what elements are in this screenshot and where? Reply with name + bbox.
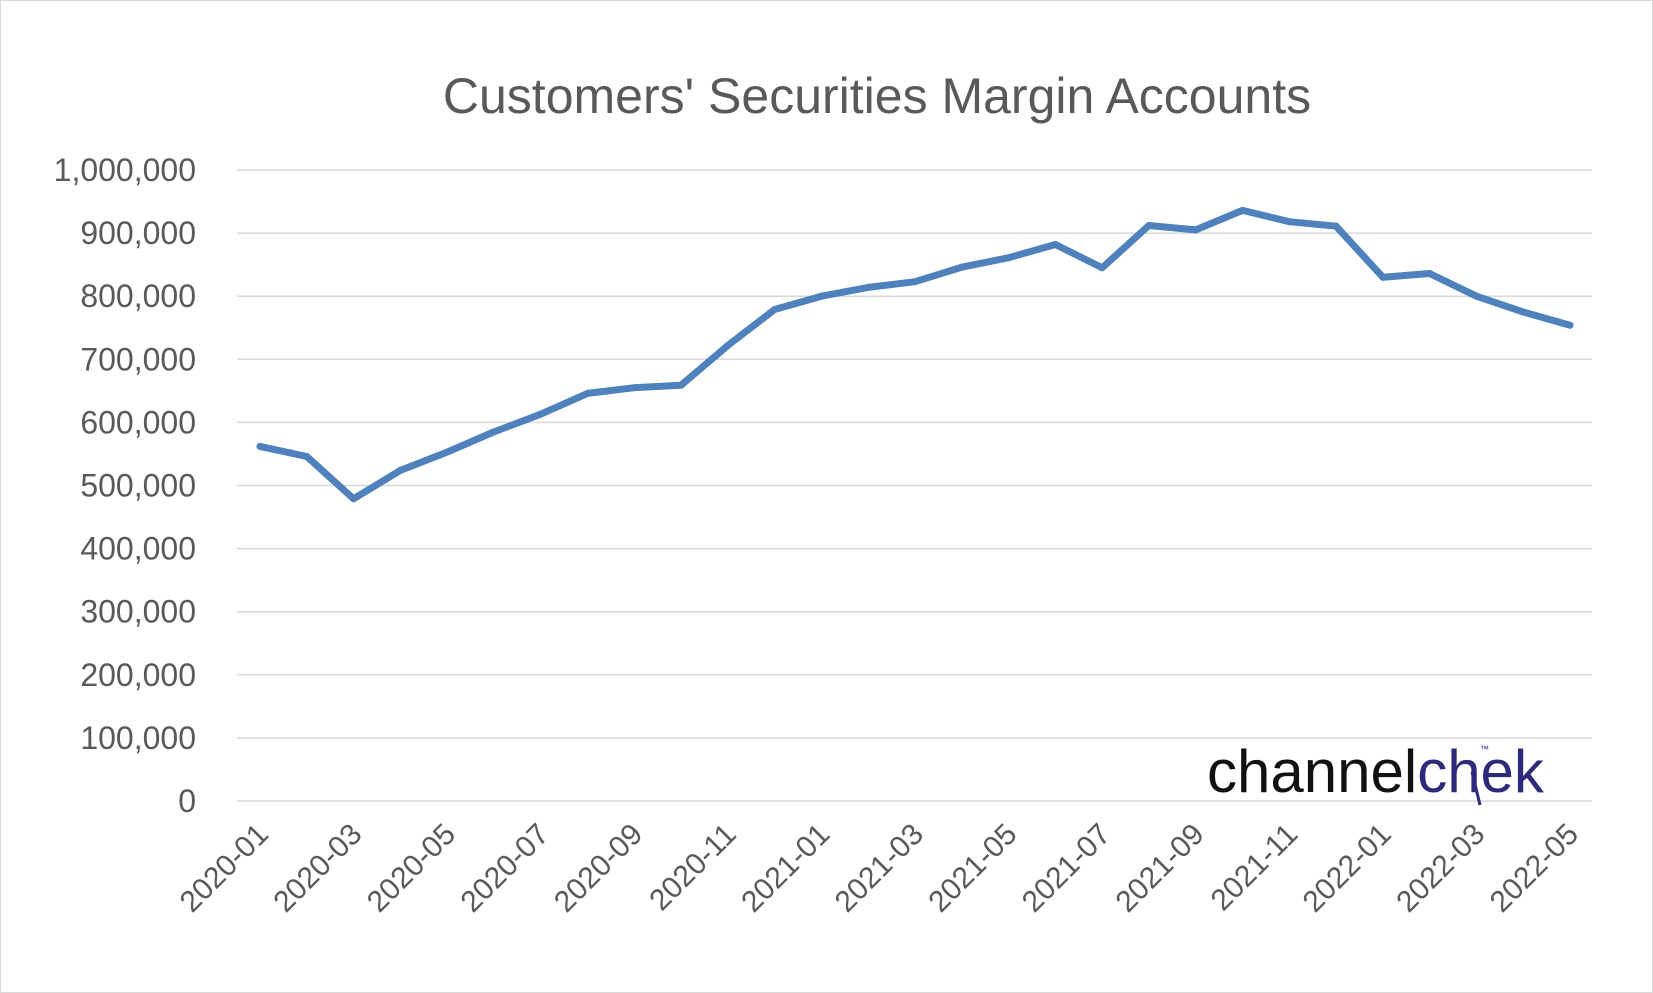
data-point [1145,222,1153,230]
y-tick-label: 700,000 [80,341,196,377]
x-tick-label: 2022-01 [1297,818,1398,919]
x-tick-label: 2021-11 [1205,818,1305,918]
x-tick-label: 2021-07 [1016,818,1117,919]
data-point [1098,264,1106,272]
chart-title: Customers' Securities Margin Accounts [443,68,1311,124]
y-tick-label: 200,000 [80,657,196,693]
y-tick-label: 0 [178,783,196,819]
y-tick-label: 600,000 [80,404,196,440]
x-tick-label: 2020-09 [548,818,649,919]
x-tick-label: 2021-05 [922,818,1023,919]
y-tick-label: 300,000 [80,594,196,630]
data-point [1192,226,1200,234]
data-point [630,384,638,392]
y-tick-label: 400,000 [80,531,196,567]
gridlines [237,169,1592,802]
x-tick-label: 2020-11 [643,818,743,918]
data-point [1379,273,1387,281]
data-point [396,466,404,474]
data-point [537,410,545,418]
series-line [256,206,1574,503]
data-point [911,278,919,286]
y-tick-label: 100,000 [80,720,196,756]
x-tick-label: 2020-01 [174,818,275,919]
y-axis-tick-labels: 0 100,000 200,000 300,000 400,000 500,000 600,… [54,152,196,819]
x-axis-tick-labels: 2020-012020-032020-052020-072020-092020-… [174,818,1585,919]
data-point [584,389,591,397]
logo-accent-stroke [1470,771,1482,806]
data-point [1426,269,1434,277]
data-point [1519,308,1527,316]
data-point [958,263,966,271]
x-tick-label: 2020-03 [267,818,368,919]
data-point [724,341,732,349]
x-tick-label: 2021-01 [735,818,836,919]
data-point [490,428,498,436]
logo-trademark: ™ [1480,744,1489,754]
x-tick-label: 2020-07 [454,818,555,919]
data-point [443,448,451,456]
data-point [864,283,872,291]
data-point [1285,218,1293,226]
data-point [677,381,685,389]
series-layer [256,206,1574,503]
y-tick-label: 500,000 [80,468,196,504]
y-tick-label: 1,000,000 [54,152,196,188]
x-tick-label: 2022-03 [1390,818,1491,919]
data-point [303,452,311,460]
data-point [350,495,358,503]
y-tick-label: 900,000 [80,215,196,251]
data-point [1566,321,1574,329]
data-point [1005,254,1013,262]
data-point [817,292,825,300]
data-point [771,305,779,313]
logo-text: channelchek [1207,738,1545,805]
data-point [1051,240,1059,248]
data-point [256,442,264,450]
y-tick-label: 800,000 [80,278,196,314]
x-tick-label: 2021-03 [829,818,930,919]
x-tick-label: 2021-09 [1109,818,1210,919]
data-point [1472,292,1480,300]
data-point [1239,206,1246,214]
channelchek-logo: channelchek ™ [1207,738,1545,806]
x-tick-label: 2022-05 [1484,818,1585,919]
x-tick-label: 2020-05 [361,818,462,919]
data-point [1332,222,1340,230]
